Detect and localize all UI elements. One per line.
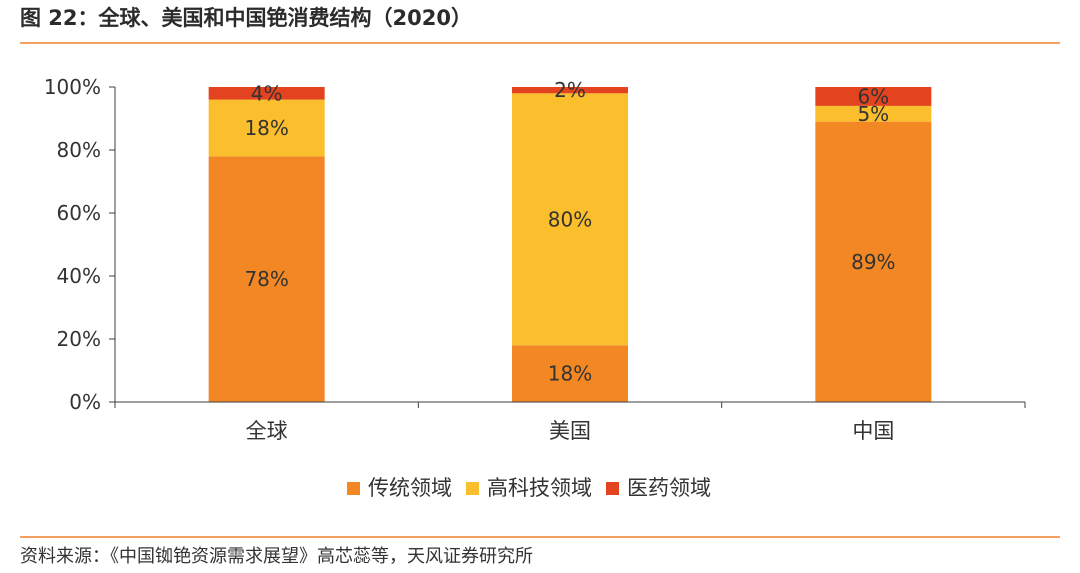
- legend-label-medical: 医药领域: [627, 476, 711, 500]
- data-label-0-2: 89%: [851, 250, 895, 274]
- bar-segment-0-0: [208, 156, 325, 402]
- y-tick-label-2: 40%: [57, 264, 101, 288]
- bar-segment-1-2: [815, 105, 932, 122]
- y-tick-label-5: 100%: [44, 75, 101, 99]
- legend-item-traditional: 传统领域: [347, 475, 452, 501]
- x-tick-label-0: 全球: [246, 419, 288, 443]
- data-label-1-0: 18%: [244, 116, 288, 140]
- bar-segment-2-1: [512, 87, 628, 94]
- bar-segment-0-1: [512, 345, 628, 402]
- data-label-1-1: 80%: [548, 207, 592, 231]
- chart-legend: 传统领域 高科技领域 医药领域: [0, 475, 1058, 501]
- y-tick-label-4: 80%: [57, 138, 101, 162]
- data-label-1-2: 5%: [857, 102, 889, 126]
- y-tick-label-1: 20%: [57, 327, 101, 351]
- y-tick-label-0: 0%: [69, 390, 101, 414]
- legend-swatch-medical: [606, 481, 619, 495]
- x-tick-label-1: 美国: [549, 419, 591, 443]
- legend-swatch-high-tech: [466, 481, 479, 495]
- bar-segment-1-0: [208, 99, 325, 157]
- legend-label-traditional: 传统领域: [368, 476, 452, 500]
- source-divider: [20, 536, 1060, 538]
- data-label-2-1: 2%: [554, 78, 586, 102]
- data-label-2-2: 6%: [857, 84, 889, 108]
- source-note: 资料来源：《中国铷铯资源需求展望》高芯蕊等，天风证券研究所: [20, 546, 533, 567]
- legend-label-high-tech: 高科技领域: [487, 476, 592, 500]
- legend-swatch-traditional: [347, 481, 360, 495]
- data-label-0-0: 78%: [244, 267, 288, 291]
- data-label-0-1: 18%: [548, 362, 592, 386]
- legend-item-high-tech: 高科技领域: [466, 475, 592, 501]
- y-tick-label-3: 60%: [57, 201, 101, 225]
- bar-segment-0-2: [815, 121, 932, 403]
- figure-title: 图 22：全球、美国和中国铯消费结构（2020）: [20, 6, 472, 30]
- bar-segment-1-1: [512, 93, 628, 346]
- data-label-2-0: 4%: [251, 81, 283, 105]
- title-divider: [20, 42, 1060, 44]
- x-tick-label-2: 中国: [852, 419, 894, 443]
- legend-item-medical: 医药领域: [606, 475, 711, 501]
- bar-segment-2-2: [815, 87, 932, 106]
- bar-segment-2-0: [208, 87, 325, 100]
